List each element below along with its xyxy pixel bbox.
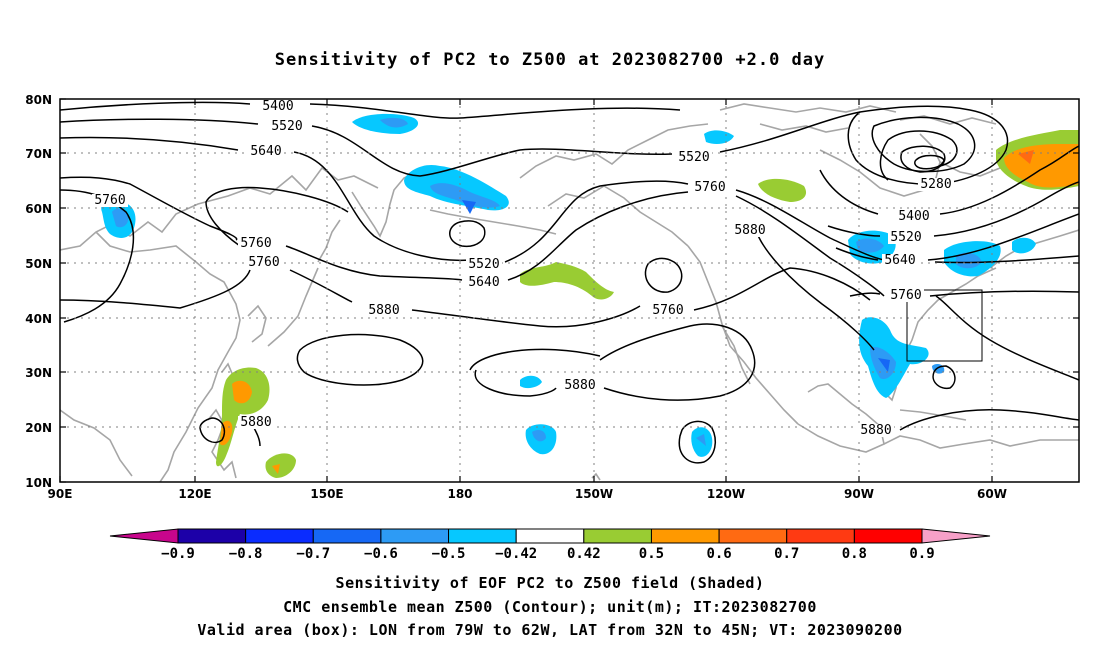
contour-label-bg <box>676 151 712 164</box>
contour-label-5760: 5760 <box>652 303 683 318</box>
lon-label-90w: 90W <box>844 487 874 501</box>
contour-label-5760: 5760 <box>240 236 271 251</box>
lat-label-10n: 10N <box>25 476 52 490</box>
contour-label-bg <box>238 416 274 429</box>
contour-label-bg <box>92 194 128 207</box>
contour-label-bg <box>858 424 894 437</box>
contour-label-bg <box>260 100 296 113</box>
longitude-axis: 90E 120E 150E 180 150W 120W 90W 60W <box>48 99 1007 501</box>
caption-contour: CMC ensemble mean Z500 (Contour); unit(m… <box>283 598 817 616</box>
lat-label-30n: 30N <box>25 366 52 380</box>
coastlines <box>60 103 1079 482</box>
contour-label-bg <box>246 256 282 269</box>
colorbar-box <box>583 528 652 544</box>
contour-label-5520: 5520 <box>678 150 709 165</box>
contour-label-5640: 5640 <box>884 253 915 268</box>
caption-valid-area: Valid area (box): LON from 79W to 62W, L… <box>197 621 903 639</box>
colorbar-label: −0.9 <box>161 546 195 562</box>
colorbar-box <box>515 528 585 544</box>
contour-label-bg <box>732 224 768 237</box>
contour-label-5760: 5760 <box>94 193 125 208</box>
contour-label-bg <box>888 289 924 302</box>
colorbar-high-triangle <box>921 528 991 544</box>
z500-contours <box>60 101 1079 464</box>
lat-label-40n: 40N <box>25 312 52 326</box>
contour-label-5640: 5640 <box>468 275 499 290</box>
contour-label-bg <box>888 231 924 244</box>
colorbar-label: −0.5 <box>432 546 466 562</box>
contour-label-5880: 5880 <box>860 423 891 438</box>
colorbar-label: 0.42 <box>567 546 601 562</box>
latitude-axis: 80N 70N 60N 50N 40N 30N 20N 10N <box>25 93 1079 490</box>
colorbar-low-triangle <box>109 528 179 544</box>
contour-label-bg <box>896 210 932 223</box>
colorbar-label: 0.7 <box>774 546 799 562</box>
colorbar-box <box>312 528 382 544</box>
colorbar-label: −0.7 <box>296 546 330 562</box>
lon-label-150w: 150W <box>575 487 613 501</box>
contour-label-bg <box>882 254 918 267</box>
colorbar: −0.9 −0.8 −0.7 −0.6 −0.5 −0.42 0.42 0.5 0.6 0.7 0.… <box>109 528 991 562</box>
colorbar-label: 0.5 <box>639 546 664 562</box>
colorbar-label: −0.6 <box>364 546 398 562</box>
colorbar-box <box>718 528 788 544</box>
sensitivity-shading <box>101 113 1079 478</box>
contour-label-5760: 5760 <box>248 255 279 270</box>
map-title: Sensitivity of PC2 to Z500 at 2023082700… <box>274 50 826 70</box>
contour-label-5280: 5280 <box>920 177 951 192</box>
contour-label-bg <box>248 145 284 158</box>
lat-label-70n: 70N <box>25 147 52 161</box>
lon-label-120e: 120E <box>178 487 211 501</box>
colorbar-label: −0.42 <box>495 546 537 562</box>
colorbar-box <box>245 528 314 544</box>
lat-label-50n: 50N <box>25 257 52 271</box>
contour-label-bg <box>238 237 274 250</box>
lat-label-20n: 20N <box>25 421 52 435</box>
lat-label-60n: 60N <box>25 202 52 216</box>
contour-label-bg <box>562 379 598 392</box>
contour-label-bg <box>466 276 502 289</box>
contour-label-5880: 5880 <box>564 378 595 393</box>
contour-label-5400: 5400 <box>262 99 293 114</box>
colorbar-label: 0.8 <box>842 546 867 562</box>
contour-label-5520: 5520 <box>468 257 499 272</box>
graticule <box>60 99 1079 482</box>
contour-label-5400: 5400 <box>898 209 929 224</box>
contour-label-5760: 5760 <box>694 180 725 195</box>
contour-label-bg <box>650 304 686 317</box>
colorbar-label: −0.8 <box>229 546 263 562</box>
caption-shaded: Sensitivity of EOF PC2 to Z500 field (Sh… <box>335 574 765 592</box>
contour-label-5520: 5520 <box>271 119 302 134</box>
valid-area-box <box>906 289 983 362</box>
lon-label-60w: 60W <box>977 487 1007 501</box>
contour-label-5880: 5880 <box>240 415 271 430</box>
lon-label-180: 180 <box>447 487 472 501</box>
colorbar-box <box>650 528 720 544</box>
contour-label-5640: 5640 <box>250 144 281 159</box>
contour-label-bg <box>269 120 305 133</box>
contour-label-5880: 5880 <box>734 223 765 238</box>
contour-labels: 5400 5520 5640 5760 5760 5760 5880 5520 5640 5760… <box>92 99 954 438</box>
contour-label-bg <box>366 304 402 317</box>
colorbar-box <box>177 528 247 544</box>
lat-label-80n: 80N <box>25 93 52 107</box>
lon-label-150e: 150E <box>310 487 343 501</box>
colorbar-box <box>786 528 855 544</box>
contour-label-bg <box>692 181 728 194</box>
contour-label-5520: 5520 <box>890 230 921 245</box>
lon-label-90e: 90E <box>48 487 73 501</box>
lon-label-120w: 120W <box>707 487 745 501</box>
colorbar-box <box>380 528 450 544</box>
plot-frame <box>59 98 1080 483</box>
colorbar-label: 0.6 <box>706 546 731 562</box>
contour-label-bg <box>466 258 502 271</box>
colorbar-box <box>853 528 923 544</box>
colorbar-box <box>448 528 517 544</box>
contour-label-5880: 5880 <box>368 303 399 318</box>
colorbar-label: 0.9 <box>909 546 934 562</box>
contour-label-5760: 5760 <box>890 288 921 303</box>
contour-label-bg <box>918 178 954 191</box>
